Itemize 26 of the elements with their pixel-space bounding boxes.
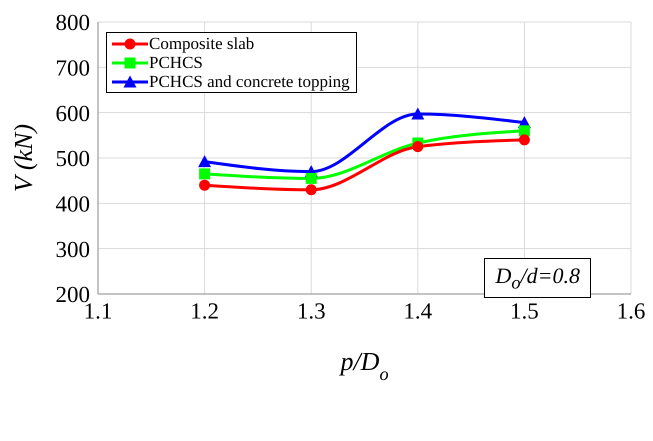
- y-tick-label: 600: [56, 100, 90, 126]
- point: [199, 168, 210, 180]
- y-tick-label: 800: [56, 10, 90, 36]
- point: [306, 172, 317, 184]
- point: [412, 141, 424, 152]
- x-tick-label: 1.6: [616, 298, 646, 324]
- annotation: D$_{o}$/d=0.8: [484, 258, 591, 298]
- y-tick-label: 400: [56, 192, 90, 216]
- x-tick-label: 1.2: [190, 298, 219, 324]
- legend-label: Composite slab: [149, 34, 254, 53]
- point: [306, 184, 317, 196]
- x-tick-label: 1.3: [296, 298, 326, 324]
- y-tick-label: 700: [56, 56, 90, 80]
- legend-label: PCHCS: [149, 53, 203, 72]
- x-tick-label: 1.5: [510, 298, 539, 324]
- point: [411, 108, 424, 120]
- y-tick-label: 500: [56, 146, 90, 172]
- point: [199, 180, 210, 191]
- x-tick-label: 1.4: [403, 298, 433, 324]
- legend-label: PCHCS and concrete topping: [149, 72, 350, 91]
- y-tick-label: 300: [56, 236, 90, 262]
- y-axis-title: V (kN): [9, 124, 38, 192]
- point: [518, 134, 530, 146]
- point: [518, 125, 530, 136]
- x-axis-title: p/D$_{o}$: [338, 347, 389, 384]
- point: [198, 155, 212, 168]
